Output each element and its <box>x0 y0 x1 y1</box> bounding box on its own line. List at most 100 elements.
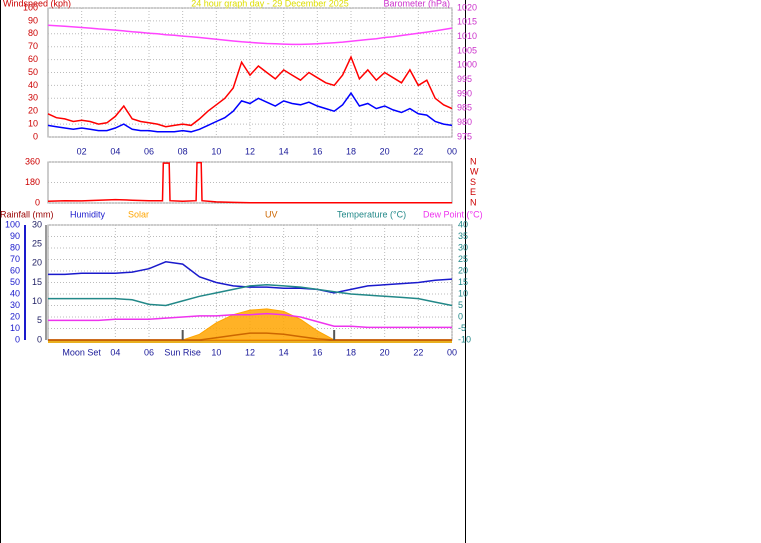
x-tick-label: 16 <box>312 146 322 156</box>
line <box>47 91 453 133</box>
compass-label: N <box>470 156 477 166</box>
y-tick-label: 15 <box>458 277 468 287</box>
line <box>48 261 453 294</box>
y-tick-label: 15 <box>32 277 42 287</box>
chart-title: 24 hour graph day - 29 December 2025 <box>191 0 349 8</box>
y-tick-label: 0 <box>458 311 463 321</box>
y-tick-label: 100 <box>23 2 38 12</box>
legend-label: Rainfall (mm) <box>0 209 54 219</box>
legend-label: UV <box>265 209 278 219</box>
compass-label: N <box>470 197 477 207</box>
y-tick-label: 30 <box>28 93 38 103</box>
line <box>48 332 452 341</box>
x-tick-label: 22 <box>413 146 423 156</box>
y-tick-label: 1000 <box>457 60 477 70</box>
x-tick-label: 04 <box>110 146 120 156</box>
event-label: Moon Set <box>62 347 101 357</box>
y-tick-label: 0 <box>15 334 20 344</box>
x-tick-label: 06 <box>144 146 154 156</box>
x-tick-label: 14 <box>279 347 289 357</box>
y-tick-label: 10 <box>10 323 20 333</box>
y-tick-label: 60 <box>10 265 20 275</box>
line <box>47 24 453 46</box>
y-tick-label: 1010 <box>457 31 477 41</box>
y-tick-label: 70 <box>10 254 20 264</box>
x-tick-label: 20 <box>380 347 390 357</box>
y-tick-label: 40 <box>10 288 20 298</box>
y-tick-label: 360 <box>25 156 40 166</box>
compass-label: W <box>470 167 479 177</box>
y-tick-label: 20 <box>458 265 468 275</box>
x-tick-label: 10 <box>211 347 221 357</box>
y-tick-label: 20 <box>32 258 42 268</box>
line <box>47 161 452 204</box>
x-tick-label: 16 <box>312 347 322 357</box>
y-tick-label: 1005 <box>457 45 477 55</box>
y-tick-label: 10 <box>32 296 42 306</box>
y-axis-title: Windspeed (kph) <box>3 0 71 8</box>
legend-label: Dew Point (°C) <box>423 209 483 219</box>
x-tick-label: 00 <box>447 347 457 357</box>
y-tick-label: 30 <box>458 242 468 252</box>
y-tick-label: 40 <box>28 80 38 90</box>
y-tick-label: 90 <box>28 15 38 25</box>
x-tick-label: 18 <box>346 347 356 357</box>
x-tick-label: 04 <box>110 347 120 357</box>
y-tick-label: 975 <box>457 131 472 141</box>
y-tick-label: 0 <box>33 131 38 141</box>
y-tick-label: 90 <box>10 231 20 241</box>
y-tick-label: 35 <box>458 231 468 241</box>
y-tick-label: 0 <box>35 197 40 207</box>
y-tick-label: 25 <box>458 254 468 264</box>
y-tick-label: 70 <box>28 41 38 51</box>
line <box>48 284 453 307</box>
legend-label: Solar <box>128 209 149 219</box>
x-tick-label: 12 <box>245 347 255 357</box>
y-tick-label: -5 <box>458 323 466 333</box>
y-tick-label: 60 <box>28 54 38 64</box>
y-tick-label: 30 <box>32 219 42 229</box>
daylight-bar <box>48 340 452 343</box>
y-tick-label: 40 <box>458 219 468 229</box>
x-tick-label: 12 <box>245 146 255 156</box>
y-tick-label: 5 <box>458 300 463 310</box>
event-label: Sun Rise <box>164 347 201 357</box>
x-tick-label: 14 <box>279 146 289 156</box>
y-tick-label: 80 <box>28 28 38 38</box>
y-tick-label: 1015 <box>457 17 477 27</box>
x-tick-label: 02 <box>77 146 87 156</box>
y-tick-label: 180 <box>25 177 40 187</box>
y-tick-label: 20 <box>28 106 38 116</box>
y-tick-label: 80 <box>10 242 20 252</box>
y-tick-label: 0 <box>37 334 42 344</box>
compass-label: E <box>470 187 476 197</box>
y-tick-label: 980 <box>457 117 472 127</box>
legend-label: Humidity <box>70 209 106 219</box>
y-tick-label: 50 <box>10 277 20 287</box>
x-tick-label: 20 <box>380 146 390 156</box>
y-tick-label: 100 <box>5 219 20 229</box>
y-tick-label: -10 <box>458 334 471 344</box>
x-tick-label: 22 <box>413 347 423 357</box>
compass-label: S <box>470 177 476 187</box>
y-tick-label: 985 <box>457 103 472 113</box>
legend-label: Temperature (°C) <box>337 209 406 219</box>
y-tick-label: 50 <box>28 67 38 77</box>
y-tick-label: 20 <box>10 311 20 321</box>
y-tick-label: 30 <box>10 300 20 310</box>
line <box>47 55 453 128</box>
y-tick-label: 10 <box>458 288 468 298</box>
x-tick-label: 00 <box>447 146 457 156</box>
x-tick-label: 06 <box>144 347 154 357</box>
line <box>48 312 452 329</box>
y-tick-label: 25 <box>32 239 42 249</box>
x-tick-label: 18 <box>346 146 356 156</box>
y-tick-label: 5 <box>37 315 42 325</box>
y-tick-label: 10 <box>28 118 38 128</box>
y-tick-label: 990 <box>457 88 472 98</box>
y2-axis-title: Barometer (hPa) <box>383 0 450 8</box>
x-tick-label: 08 <box>178 146 188 156</box>
y-tick-label: 995 <box>457 74 472 84</box>
